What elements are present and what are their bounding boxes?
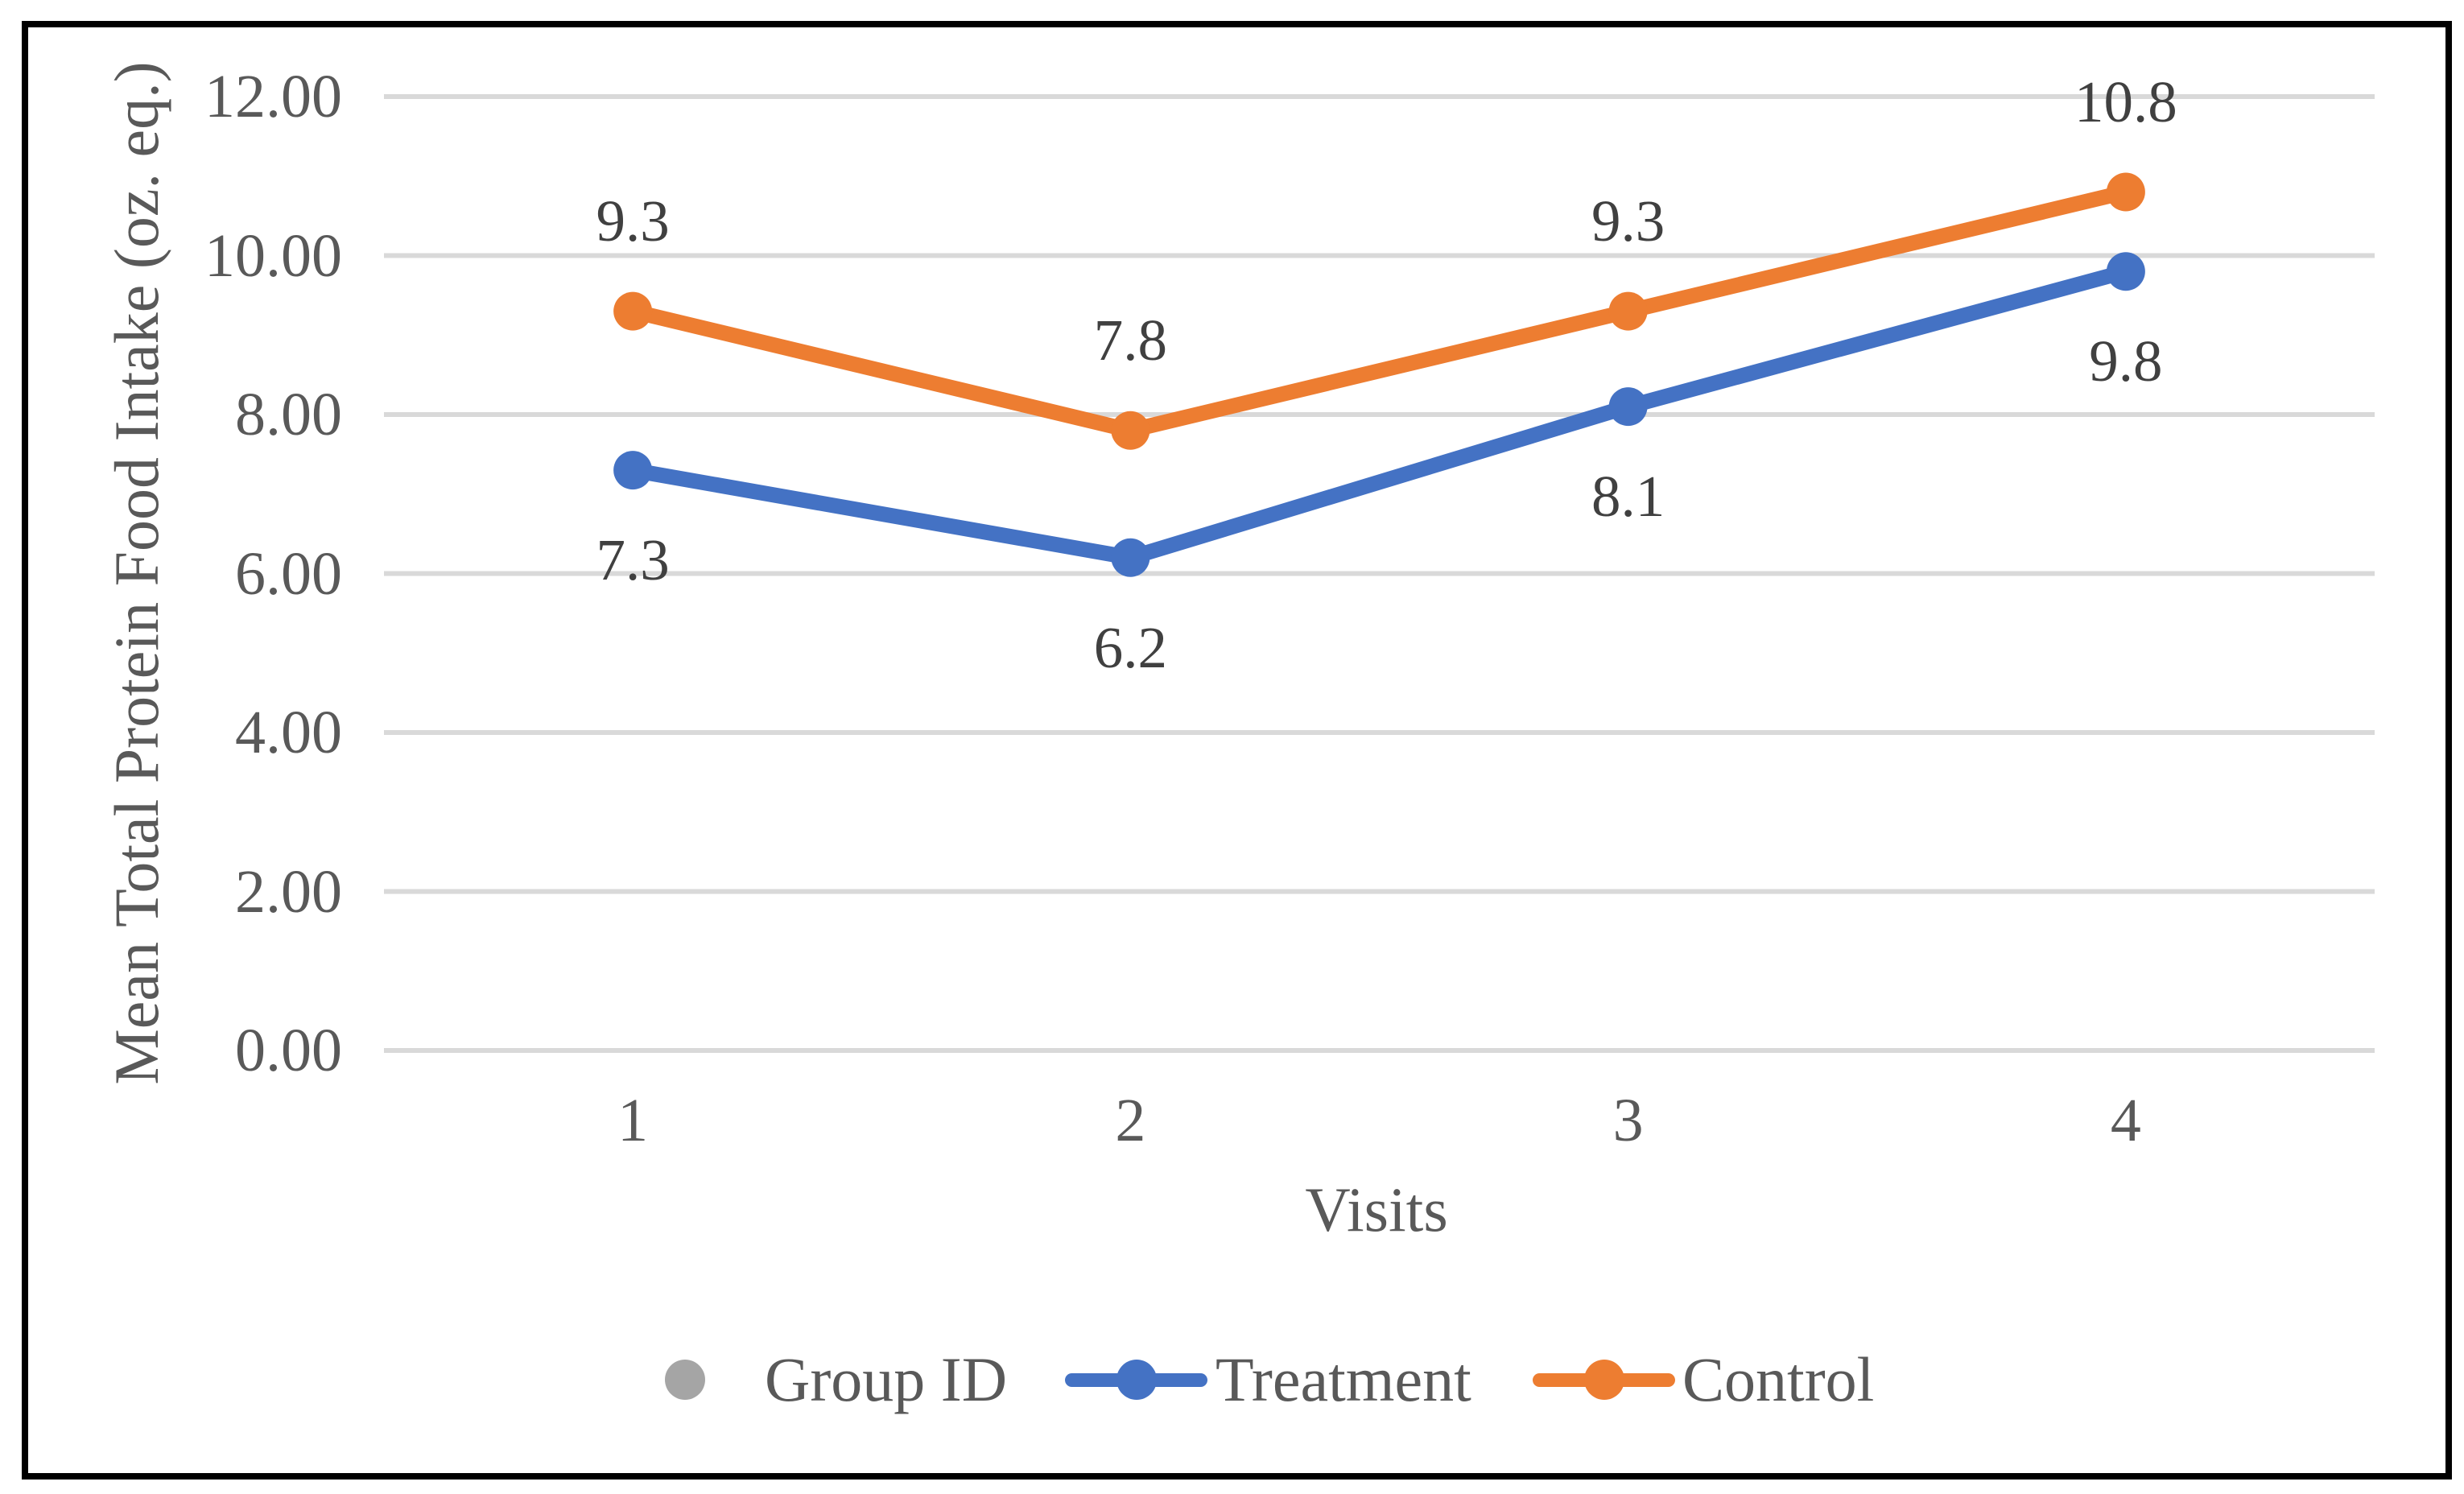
x-tick-label-4: 4 [2110, 1087, 2141, 1154]
data-point-control-1 [613, 291, 653, 331]
data-point-treatment-1 [613, 451, 653, 490]
legend-label-group-id: Group ID [765, 1344, 1008, 1414]
y-tick-label-8.00: 8.00 [235, 381, 342, 448]
legend-label-control: Control [1682, 1344, 1875, 1414]
data-label-treatment-3: 8.1 [1591, 464, 1665, 530]
legend-item-group-id: Group ID [665, 1343, 1007, 1416]
y-axis-title: Mean Total Protein Food Intake (oz. eq.) [101, 61, 171, 1085]
data-label-treatment-2: 6.2 [1093, 614, 1167, 680]
data-point-treatment-4 [2106, 252, 2145, 291]
y-tick-label-12.00: 12.00 [204, 63, 342, 130]
chart-border-frame [22, 21, 2452, 1480]
legend-label-treatment: Treatment [1215, 1344, 1471, 1414]
data-point-control-2 [1111, 411, 1150, 450]
data-label-control-2: 7.8 [1093, 307, 1167, 373]
x-axis-title: Visits [1305, 1174, 1448, 1244]
data-label-control-3: 9.3 [1591, 188, 1665, 254]
y-tick-label-10.00: 10.00 [204, 221, 342, 290]
data-point-control-4 [2106, 172, 2145, 212]
y-tick-label-2.00: 2.00 [235, 857, 342, 926]
x-tick-label-1: 1 [617, 1087, 649, 1154]
y-tick-label-6.00: 6.00 [235, 539, 342, 608]
legend-marker-control-line-dot [1533, 1360, 1675, 1400]
y-tick-label-4.00: 4.00 [235, 699, 342, 766]
series-treatment-line [625, 263, 2134, 566]
data-label-treatment-4: 9.8 [2089, 328, 2163, 394]
x-tick-label-3: 3 [1612, 1087, 1644, 1154]
data-point-treatment-2 [1111, 538, 1150, 577]
data-label-control-1: 9.3 [596, 188, 670, 254]
series-control-line [625, 184, 2134, 439]
legend-marker-treatment-line-dot [1065, 1360, 1207, 1400]
legend-treatment-dot [1116, 1360, 1157, 1400]
legend-item-treatment: Treatment [1065, 1343, 1471, 1416]
legend-item-control: Control [1533, 1343, 1874, 1416]
data-label-treatment-1: 7.3 [596, 527, 670, 593]
x-tick-label-2: 2 [1115, 1087, 1146, 1154]
y-tick-label-0.00: 0.00 [235, 1017, 342, 1084]
legend-marker-group-id-dot [665, 1360, 705, 1400]
data-point-treatment-3 [1608, 387, 1648, 427]
legend-control-dot [1583, 1360, 1624, 1400]
data-label-control-4: 10.8 [2074, 68, 2177, 134]
data-point-control-3 [1608, 291, 1648, 331]
